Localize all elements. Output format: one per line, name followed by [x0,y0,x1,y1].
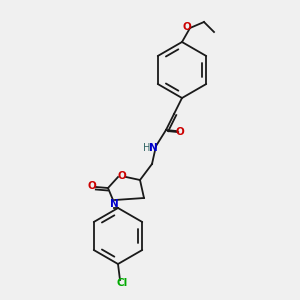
Text: N: N [148,143,158,153]
Text: O: O [88,181,96,191]
Text: Cl: Cl [116,278,128,288]
Text: O: O [183,22,191,32]
Text: N: N [110,199,118,209]
Text: O: O [118,171,126,181]
Text: H: H [143,143,151,153]
Text: O: O [176,127,184,137]
